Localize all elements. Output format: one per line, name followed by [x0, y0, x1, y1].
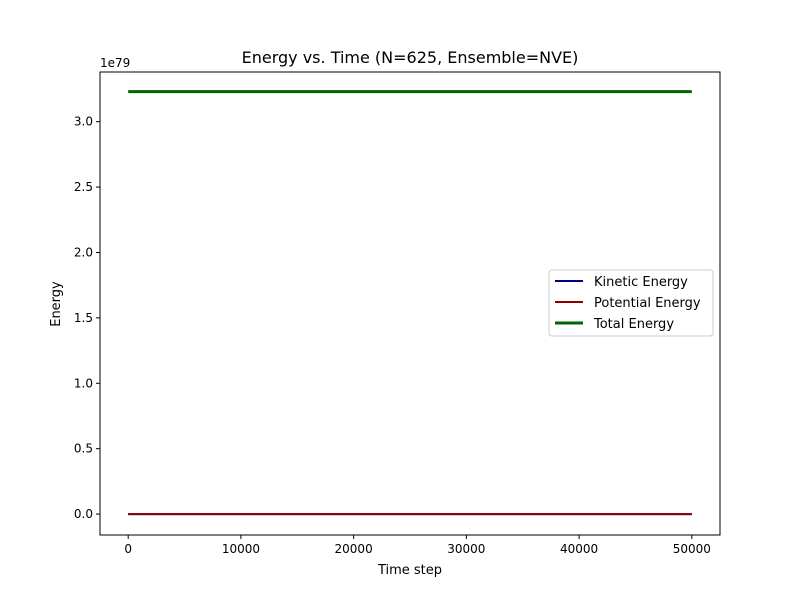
legend-label-2: Potential Energy — [594, 296, 701, 311]
series-layer — [128, 90, 692, 516]
chart-title: Energy vs. Time (N=625, Ensemble=NVE) — [242, 48, 579, 67]
y-tick-label: 2.5 — [74, 180, 93, 194]
x-tick-label: 20000 — [335, 542, 373, 556]
y-tick-label: 2.0 — [74, 245, 93, 259]
x-tick-label: 30000 — [447, 542, 485, 556]
x-tick-label: 50000 — [673, 542, 711, 556]
y-tick-label: 1.0 — [74, 376, 93, 390]
x-tick-label: 0 — [124, 542, 132, 556]
y-tick-label: 0.0 — [74, 507, 93, 521]
y-tick-label: 1.5 — [74, 311, 93, 325]
x-tick-label: 10000 — [222, 542, 260, 556]
y-scale-label: 1e79 — [100, 56, 130, 70]
x-axis-ticks: 0 10000 20000 30000 40000 50000 — [124, 535, 711, 556]
y-tick-label: 0.5 — [74, 442, 93, 456]
legend-label-3: Total Energy — [593, 317, 674, 332]
x-tick-label: 40000 — [560, 542, 598, 556]
y-axis-label: Energy — [49, 281, 64, 327]
legend-box — [548, 269, 714, 337]
x-axis-label: Time step — [377, 563, 442, 578]
y-tick-label: 3.0 — [74, 115, 93, 129]
legend-label-1: Kinetic Energy — [594, 275, 688, 290]
legend: Kinetic Energy Potential Energy Total Ener… — [548, 269, 714, 337]
y-axis-ticks: 0.0 0.5 1.0 1.5 2.0 2.5 3.0 — [74, 115, 100, 521]
plot-area — [99, 71, 721, 536]
plot-frame — [99, 71, 721, 536]
